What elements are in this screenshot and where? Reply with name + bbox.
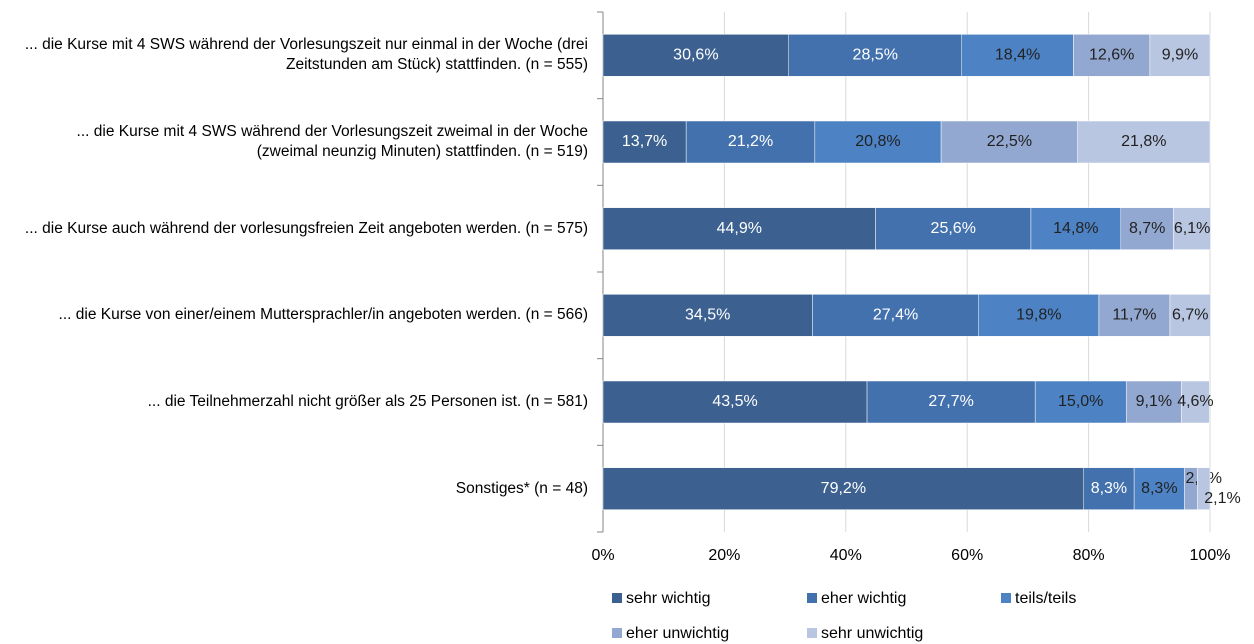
- bar-segment: [875, 207, 1032, 250]
- value-label: 6,1%: [1174, 220, 1210, 237]
- value-label: 22,5%: [987, 133, 1032, 150]
- value-label: 79,2%: [821, 480, 866, 497]
- bar-segment: [1073, 34, 1151, 77]
- category-label: ... die Kurse mit 4 SWS während der Vorl…: [76, 123, 588, 160]
- legend-label: eher wichtig: [821, 590, 906, 607]
- bar-segment: [602, 120, 687, 164]
- bar-segment: [1098, 294, 1171, 337]
- value-label: 15,0%: [1058, 393, 1103, 410]
- value-label: 28,5%: [853, 47, 898, 64]
- bar-segment: [812, 294, 979, 337]
- x-tick-label: 40%: [830, 547, 862, 564]
- value-label: 25,6%: [931, 220, 976, 237]
- value-label: 19,8%: [1016, 307, 1061, 324]
- legend-swatch: [612, 628, 622, 638]
- category-label: Sonstiges* (n = 48): [455, 479, 588, 497]
- bar-segment: [1030, 207, 1122, 250]
- value-label: 21,2%: [728, 133, 773, 150]
- legend-swatch: [807, 628, 817, 638]
- value-label: 8,7%: [1129, 220, 1165, 237]
- bar-segment: [788, 34, 962, 77]
- bar-segment: [978, 294, 1100, 337]
- bar-segment: [1083, 467, 1135, 510]
- value-label: 43,5%: [712, 393, 757, 410]
- bar-segment: [1077, 120, 1211, 164]
- value-label: 14,8%: [1053, 220, 1098, 237]
- bar-segment: [602, 207, 876, 250]
- value-label: 34,5%: [685, 307, 730, 324]
- value-label: 27,7%: [928, 393, 973, 410]
- value-label: 9,9%: [1162, 47, 1198, 64]
- value-label: 2,1%: [1204, 490, 1240, 507]
- value-label: 9,1%: [1136, 393, 1172, 410]
- x-tick-label: 20%: [708, 547, 740, 564]
- x-tick-label: 0%: [591, 547, 614, 564]
- legend-label: eher unwichtig: [626, 625, 729, 642]
- value-label: 8,3%: [1141, 480, 1177, 497]
- bar-segment: [685, 120, 816, 164]
- value-label: 8,3%: [1091, 480, 1127, 497]
- bar-segment: [866, 380, 1036, 424]
- value-label: 21,8%: [1121, 133, 1166, 150]
- value-label: 11,7%: [1112, 307, 1156, 324]
- x-tick-label: 100%: [1190, 547, 1231, 564]
- legend-label: sehr unwichtig: [821, 625, 923, 642]
- bar-segment: [602, 294, 813, 337]
- bar-segment: [602, 34, 789, 77]
- bar-segment: [1120, 207, 1174, 250]
- value-label: 27,4%: [873, 307, 918, 324]
- value-label: 4,6%: [1177, 393, 1213, 410]
- bar-segment: [814, 120, 942, 164]
- bar-segment: [602, 467, 1084, 510]
- value-label: 44,9%: [717, 220, 762, 237]
- bar-segment: [1197, 467, 1211, 510]
- value-label: 18,4%: [995, 47, 1040, 64]
- legend-label: sehr wichtig: [626, 590, 710, 607]
- x-tick-label: 80%: [1073, 547, 1105, 564]
- value-label: 20,8%: [855, 133, 900, 150]
- value-label: 6,7%: [1172, 307, 1208, 324]
- x-tick-label: 60%: [951, 547, 983, 564]
- bar-segment: [961, 34, 1074, 77]
- bar-segment: [1173, 207, 1211, 250]
- category-label: ... die Kurse von einer/einem Mutterspra…: [58, 306, 588, 324]
- legend-label: teils/teils: [1015, 590, 1076, 607]
- bar-segment: [1181, 380, 1210, 424]
- legend-swatch: [612, 593, 622, 603]
- category-label: ... die Kurse auch während der vorlesung…: [24, 219, 588, 237]
- value-label: 30,6%: [673, 47, 718, 64]
- bar-segment: [602, 380, 868, 424]
- bar-segment: [1149, 34, 1211, 77]
- value-label: 12,6%: [1089, 47, 1134, 64]
- category-label: ... die Kurse mit 4 SWS während der Vorl…: [24, 36, 588, 74]
- value-label: 13,7%: [622, 133, 667, 150]
- bar-segment: [1169, 294, 1211, 337]
- category-label: ... die Teilnehmerzahl nicht größer als …: [147, 393, 588, 410]
- legend-swatch: [1001, 593, 1011, 603]
- bar-segment: [1133, 467, 1185, 510]
- legend-swatch: [807, 593, 817, 603]
